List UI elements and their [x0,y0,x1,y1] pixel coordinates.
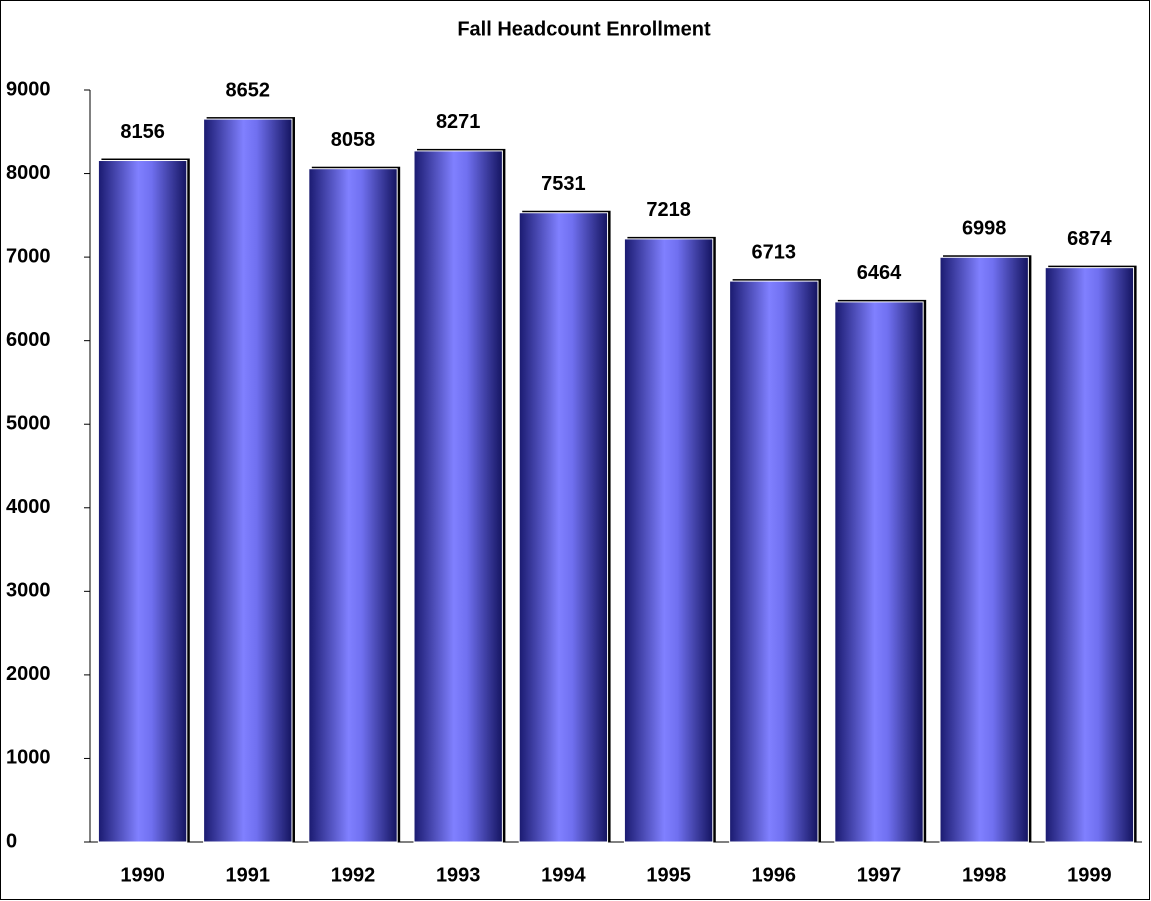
bar [834,301,924,843]
x-tick-label: 1999 [1067,864,1112,886]
data-label: 8652 [226,79,271,101]
bar [97,160,188,843]
bar [623,238,714,843]
data-label: 6464 [857,262,902,284]
y-tick-label: 7000 [6,245,51,267]
bar [413,150,503,843]
x-tick-label: 1992 [331,864,376,886]
chart-title: Fall Headcount Enrollment [457,18,711,40]
y-tick-label: 1000 [6,747,51,769]
y-tick-label: 6000 [6,329,51,351]
bar [308,168,398,843]
bar [518,212,609,843]
data-label: 8156 [120,121,165,143]
x-tick-label: 1990 [120,864,165,886]
x-tick-label: 1993 [436,864,481,886]
data-label: 6998 [962,218,1007,240]
bar [203,118,293,843]
y-tick-label: 0 [6,830,17,852]
x-tick-label: 1996 [752,864,797,886]
data-label: 6874 [1067,228,1112,250]
bar [939,256,1029,843]
data-label: 8271 [436,111,481,133]
x-tick-label: 1991 [226,864,271,886]
bar [729,280,819,843]
data-label: 6713 [752,241,797,263]
x-tick-label: 1997 [857,864,902,886]
data-label: 7218 [646,199,691,221]
bar [1044,267,1135,843]
y-tick-label: 9000 [6,78,51,100]
data-label: 7531 [541,173,586,195]
x-tick-label: 1995 [646,864,691,886]
data-label: 8058 [331,129,376,151]
x-tick-label: 1994 [541,864,586,886]
y-tick-label: 8000 [6,162,51,184]
x-tick-label: 1998 [962,864,1007,886]
y-tick-label: 3000 [6,580,51,602]
y-tick-label: 5000 [6,413,51,435]
y-tick-label: 2000 [6,663,51,685]
y-tick-label: 4000 [6,496,51,518]
